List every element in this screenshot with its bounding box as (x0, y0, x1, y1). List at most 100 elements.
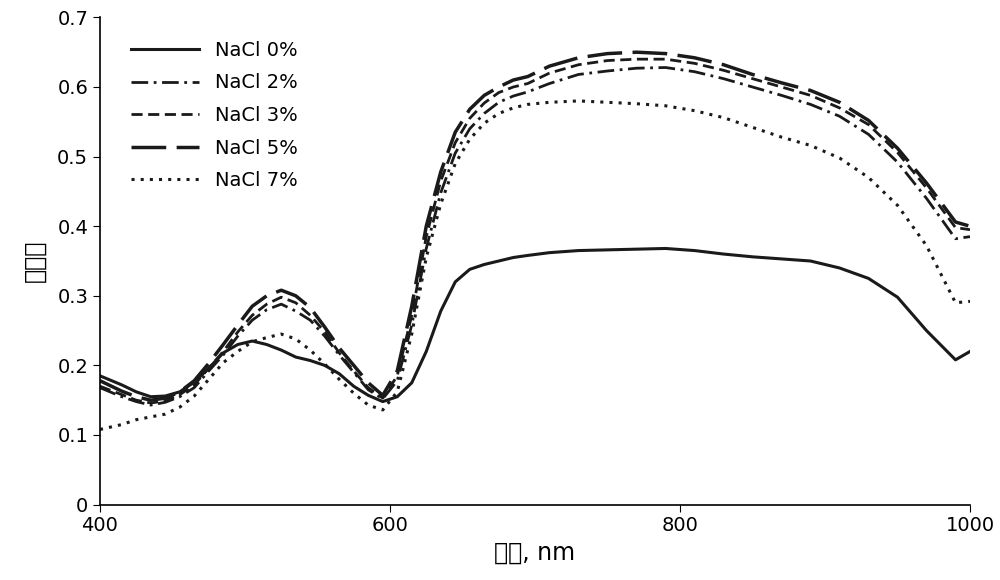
NaCl 2% (689, 68, 701, 75)
NaCl 3% (203, 365, 215, 372)
NaCl 3% (290, 299, 302, 306)
NaCl 5% (232, 321, 244, 328)
NaCl 2% (718, 75, 730, 82)
NaCl 2% (319, 333, 331, 340)
NaCl 3% (522, 80, 534, 87)
NaCl 7% (94, 426, 106, 433)
NaCl 7% (863, 174, 875, 181)
NaCl 7% (631, 100, 643, 107)
NaCl 3% (420, 233, 432, 240)
NaCl 2% (493, 99, 505, 106)
NaCl 2% (602, 67, 614, 74)
NaCl 3% (261, 300, 273, 307)
NaCl 0% (406, 379, 418, 386)
NaCl 5% (718, 61, 730, 68)
NaCl 2% (863, 131, 875, 138)
NaCl 3% (406, 312, 418, 319)
NaCl 7% (203, 376, 215, 383)
NaCl 7% (377, 407, 389, 414)
NaCl 3% (478, 100, 490, 107)
NaCl 3% (246, 312, 258, 319)
NaCl 7% (660, 102, 672, 109)
NaCl 2% (290, 307, 302, 314)
NaCl 3% (232, 328, 244, 335)
NaCl 0% (718, 251, 730, 258)
Line: NaCl 3%: NaCl 3% (100, 59, 970, 403)
NaCl 7% (544, 99, 556, 106)
NaCl 3% (950, 224, 962, 231)
NaCl 5% (507, 77, 519, 84)
NaCl 5% (304, 304, 316, 311)
NaCl 0% (94, 372, 106, 379)
NaCl 2% (159, 399, 171, 406)
NaCl 5% (747, 71, 759, 78)
NaCl 2% (261, 306, 273, 313)
NaCl 0% (834, 264, 846, 271)
NaCl 5% (522, 73, 534, 80)
NaCl 7% (159, 411, 171, 418)
NaCl 5% (348, 362, 360, 369)
Legend: NaCl 0%, NaCl 2%, NaCl 3%, NaCl 5%, NaCl 7%: NaCl 0%, NaCl 2%, NaCl 3%, NaCl 5%, NaCl… (123, 33, 305, 198)
NaCl 7% (435, 201, 447, 208)
NaCl 5% (449, 129, 461, 136)
NaCl 0% (290, 354, 302, 361)
NaCl 0% (188, 379, 200, 386)
NaCl 2% (449, 150, 461, 157)
NaCl 5% (834, 99, 846, 106)
NaCl 5% (544, 63, 556, 70)
NaCl 5% (573, 55, 585, 61)
NaCl 2% (522, 88, 534, 95)
NaCl 3% (145, 400, 157, 407)
NaCl 7% (478, 119, 490, 126)
NaCl 7% (449, 160, 461, 167)
NaCl 2% (660, 64, 672, 71)
NaCl 5% (203, 360, 215, 367)
NaCl 7% (261, 334, 273, 341)
NaCl 3% (449, 139, 461, 146)
NaCl 5% (921, 180, 933, 187)
NaCl 2% (188, 384, 200, 391)
NaCl 0% (435, 307, 447, 314)
NaCl 5% (261, 292, 273, 299)
NaCl 3% (544, 70, 556, 77)
NaCl 2% (420, 245, 432, 252)
NaCl 3% (348, 368, 360, 375)
NaCl 0% (464, 266, 476, 273)
NaCl 0% (776, 255, 788, 262)
NaCl 3% (391, 372, 403, 379)
NaCl 7% (522, 101, 534, 108)
NaCl 0% (333, 370, 345, 377)
Line: NaCl 7%: NaCl 7% (100, 101, 970, 429)
NaCl 5% (435, 168, 447, 175)
NaCl 5% (188, 377, 200, 384)
NaCl 5% (420, 223, 432, 230)
NaCl 0% (261, 341, 273, 348)
NaCl 2% (304, 317, 316, 324)
NaCl 7% (319, 361, 331, 368)
NaCl 2% (631, 65, 643, 72)
NaCl 5% (950, 219, 962, 226)
NaCl 5% (217, 341, 229, 348)
NaCl 5% (805, 87, 817, 94)
NaCl 0% (544, 249, 556, 256)
NaCl 0% (348, 383, 360, 390)
NaCl 7% (290, 335, 302, 342)
NaCl 7% (602, 99, 614, 106)
NaCl 7% (921, 242, 933, 249)
NaCl 5% (174, 389, 186, 396)
NaCl 7% (805, 142, 817, 149)
NaCl 2% (203, 368, 215, 375)
NaCl 5% (290, 292, 302, 299)
NaCl 0% (689, 247, 701, 254)
NaCl 2% (950, 235, 962, 242)
NaCl 7% (464, 136, 476, 143)
NaCl 7% (747, 124, 759, 131)
NaCl 7% (362, 401, 374, 408)
NaCl 5% (319, 324, 331, 331)
NaCl 0% (217, 349, 229, 356)
NaCl 0% (892, 293, 904, 300)
NaCl 3% (805, 92, 817, 99)
NaCl 2% (333, 351, 345, 358)
NaCl 2% (964, 233, 976, 240)
NaCl 0% (921, 327, 933, 334)
